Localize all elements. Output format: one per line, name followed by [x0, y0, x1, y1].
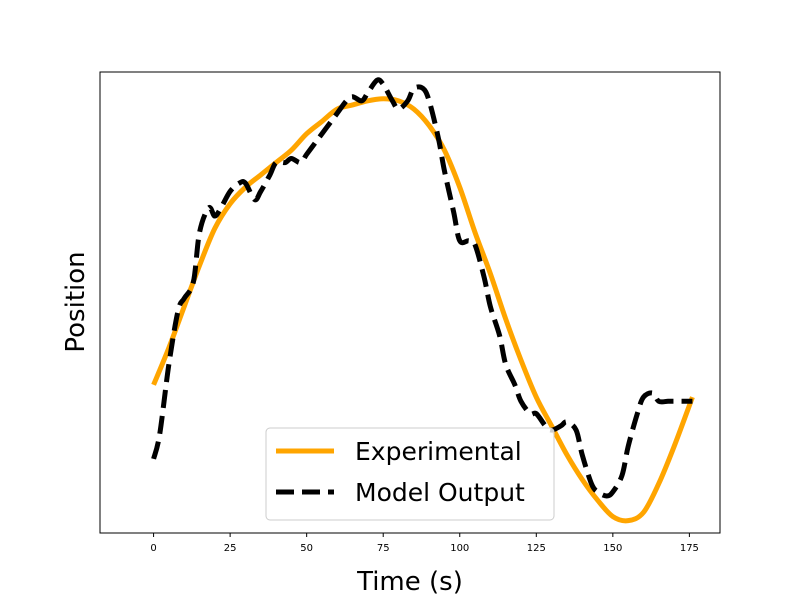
x-tick-label: 125: [527, 543, 546, 554]
legend-frame: [265, 427, 555, 521]
series-layer: [151, 77, 695, 524]
plot-frame: [99, 71, 721, 534]
x-tick-label: 0: [150, 543, 156, 554]
x-tick-label: 150: [603, 543, 622, 554]
x-tick-label: 75: [377, 543, 390, 554]
model-output-line: [151, 77, 693, 499]
legend-label-experimental: Experimental: [355, 437, 522, 466]
experimental-line: [151, 96, 695, 524]
x-axis-label: Time (s): [356, 567, 463, 597]
legend: Experimental Model Output: [265, 427, 555, 521]
x-axis-ticks: 0 25 50 75 100 125 150 175: [150, 533, 699, 554]
x-tick-label: 25: [224, 543, 237, 554]
legend-label-model-output: Model Output: [355, 478, 525, 507]
x-tick-label: 100: [450, 543, 469, 554]
x-tick-label: 175: [680, 543, 699, 554]
x-tick-label: 50: [300, 543, 313, 554]
y-axis-label: Position: [61, 251, 91, 352]
